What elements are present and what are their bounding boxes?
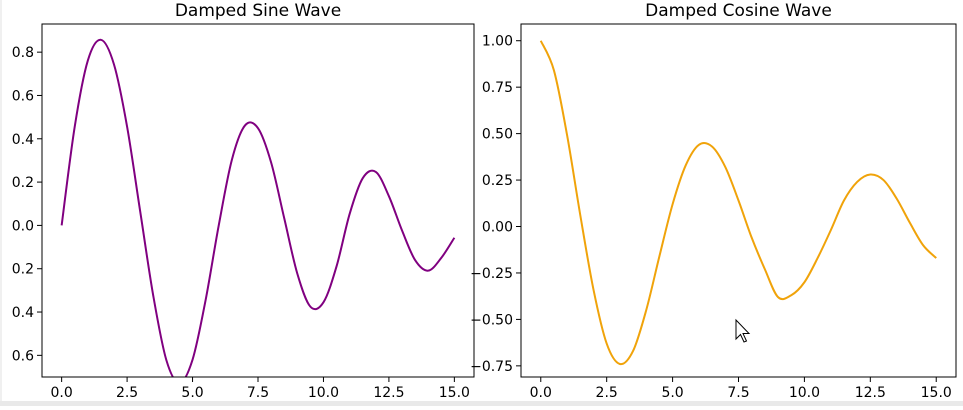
cosine-y-tick-label: 0.75 — [482, 80, 513, 96]
sine-y-tick-label: 0.6 — [12, 348, 34, 364]
cosine-x-tick-label: 7.5 — [727, 385, 749, 401]
cosine-y-tick-label: 1.00 — [482, 34, 513, 50]
sine-x-tick-label: 0.0 — [51, 385, 73, 401]
cosine-x-tick-label: 5.0 — [661, 385, 683, 401]
mouse-cursor-icon — [735, 318, 751, 343]
cosine-x-tick-label: 10.0 — [789, 385, 820, 401]
window-left-edge — [0, 0, 2, 401]
sine-y-tick-label: 0.4 — [12, 132, 34, 148]
window-bottom-strip — [0, 401, 963, 406]
sine-x-tick-label: 2.5 — [116, 385, 138, 401]
cosine-chart-title: Damped Cosine Wave — [645, 1, 832, 21]
cosine-x-tick-label: 2.5 — [596, 385, 618, 401]
sine-x-tick-label: 5.0 — [181, 385, 203, 401]
cosine-chart-panel: Damped Cosine Wave 0.0 2.5 5.0 7.5 10.0 12.5 15… — [470, 1, 957, 401]
sine-y-tick-label: 0.2 — [12, 175, 34, 191]
cosine-y-tick-label: 0.00 — [482, 220, 513, 236]
sine-y-tick-label: 0.2 — [12, 262, 34, 278]
sine-x-tick-label: 10.0 — [308, 385, 339, 401]
cosine-y-tick-label: 0.25 — [482, 173, 513, 189]
sine-axes-frame — [41, 23, 475, 378]
cosine-y-tick-label: −0.75 — [470, 359, 513, 375]
cosine-series-line — [539, 40, 937, 366]
sine-y-tick-label: 0.6 — [12, 88, 34, 104]
sine-chart-title: Damped Sine Wave — [175, 1, 341, 21]
sine-series-line — [60, 38, 456, 377]
cosine-y-tick-label: −0.25 — [470, 266, 513, 282]
cosine-x-tick-label: 0.0 — [530, 385, 552, 401]
sine-y-tick-label: 0.4 — [12, 305, 34, 321]
sine-y-tick-label: 0.8 — [12, 45, 34, 61]
sine-x-tick-label: 15.0 — [439, 385, 470, 401]
sine-x-tick-label: 7.5 — [247, 385, 269, 401]
cosine-x-tick-label: 12.5 — [855, 385, 886, 401]
cosine-x-tick-label: 15.0 — [921, 385, 952, 401]
cosine-y-tick-label: 0.50 — [482, 127, 513, 143]
sine-x-tick-label: 12.5 — [373, 385, 404, 401]
cosine-y-tick-label: −0.50 — [470, 312, 513, 328]
sine-chart-panel: Damped Sine Wave 0.0 2.5 5.0 7.5 10.0 12.5 15.0… — [12, 1, 475, 401]
sine-y-tick-label: 0.0 — [12, 218, 34, 234]
